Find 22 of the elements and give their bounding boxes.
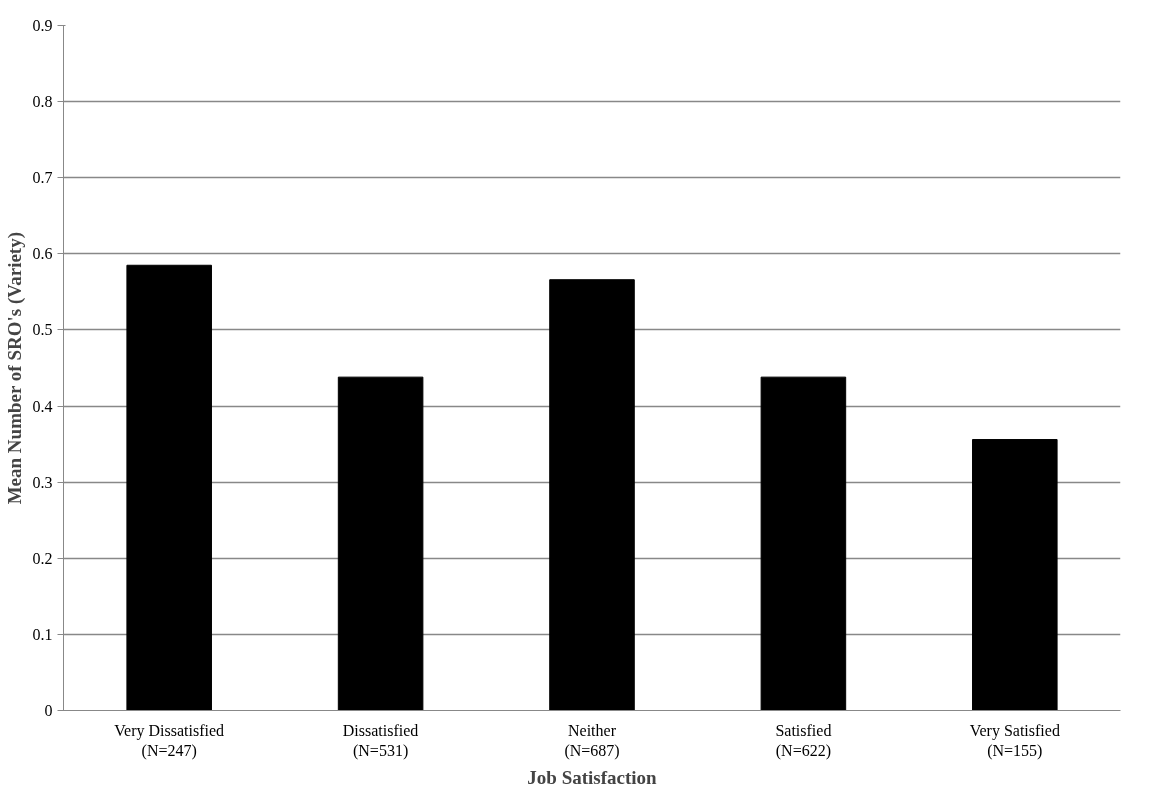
x-tick-label: Dissatisfied (N=531) — [342, 721, 419, 760]
y-tick-label: 0.2 — [32, 549, 53, 567]
bar — [972, 439, 1058, 711]
y-tick-label: 0 — [44, 702, 53, 719]
y-tick-label: 0.8 — [32, 93, 53, 111]
y-tick-label: 0.1 — [32, 625, 53, 643]
y-tick-label: 0.4 — [32, 397, 53, 415]
y-tick-label: 0.7 — [32, 169, 53, 187]
bar — [126, 264, 212, 711]
y-axis-title: Mean Number of SRO's (Variety) — [3, 232, 26, 505]
y-tick-label: 0.5 — [32, 321, 53, 339]
y-tick-label: 0.9 — [32, 17, 53, 34]
x-axis-title: Job Satisfaction — [527, 766, 658, 788]
bar — [549, 279, 635, 711]
bar — [760, 376, 847, 711]
x-tick-label: Satisfied (N=622) — [775, 721, 832, 760]
y-tick-label: 0.3 — [32, 473, 53, 491]
x-tick-label: Very Dissatisfied (N=247) — [114, 721, 225, 760]
bar — [337, 376, 424, 711]
x-tick-label: Neither (N=687) — [564, 721, 620, 760]
x-tick-label: Very Satisfied (N=155) — [969, 721, 1060, 760]
y-tick-label: 0.6 — [32, 245, 53, 263]
